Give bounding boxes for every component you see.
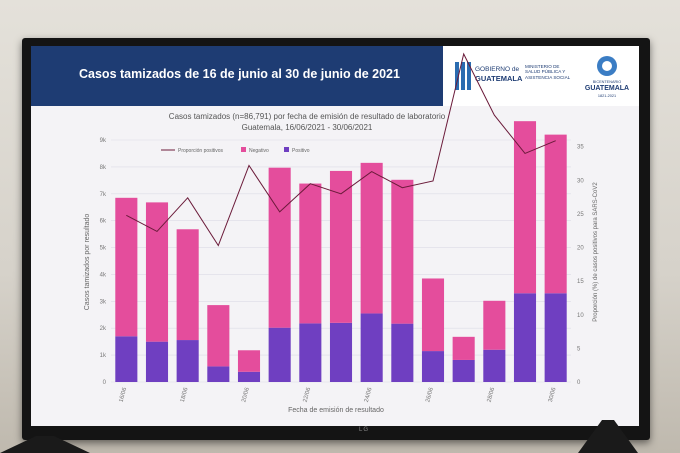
ministry-name: MINISTERIO DE SALUD PÚBLICA Y ASISTENCIA… <box>525 64 571 80</box>
y-axis-title: Casos tamizados por resultado <box>84 214 91 311</box>
bar-negativo <box>421 278 445 352</box>
bar-negativo <box>115 197 138 337</box>
bar-negativo <box>237 350 261 372</box>
x-axis-title: Fecha de emisión de resultado <box>288 407 384 414</box>
bar-positivo <box>237 371 261 382</box>
x-tick-label: 26/06 <box>425 386 435 403</box>
legend-label-negativo: Negativo <box>249 148 269 154</box>
y-tick-label: 5k <box>100 246 107 252</box>
bar-negativo <box>452 336 475 360</box>
y-tick-label: 9k <box>100 138 107 144</box>
bar-negativo <box>268 167 291 328</box>
chart-legend: Proporción positivos Negativo Positivo <box>161 147 310 154</box>
slide-title: Casos tamizados de 16 de junio al 30 de … <box>79 67 400 81</box>
bar-positivo <box>360 313 383 382</box>
bar-positivo <box>513 293 537 382</box>
y2-tick-label: 15 <box>577 279 584 285</box>
bar-positivo <box>207 366 230 382</box>
bicentenario-line3: 1821-2021 <box>597 94 617 98</box>
y-tick-label: 3k <box>100 299 107 305</box>
y2-tick-label: 0 <box>577 380 581 386</box>
x-tick-label: 30/06 <box>548 386 558 403</box>
legend-label-positivo: Positivo <box>292 148 310 154</box>
legend-swatch-negativo <box>241 147 246 152</box>
y2-tick-label: 5 <box>577 346 581 352</box>
y-tick-label: 7k <box>100 192 107 198</box>
bicentenario-logo: BICENTENARIO GUATEMALA 1821-2021 <box>583 56 631 100</box>
bar-positivo <box>268 327 291 382</box>
tv-brand-logo: LG <box>359 427 370 433</box>
bar-negativo <box>329 170 353 323</box>
bar-positivo <box>329 322 353 382</box>
y2-axis-title: Proporción (%) de casos positivos para S… <box>593 182 599 322</box>
bar-positivo <box>391 323 414 382</box>
bar-negativo <box>360 162 383 314</box>
bar-positivo <box>176 340 199 382</box>
chart-title: Casos tamizados (n=86,791) por fecha de … <box>169 112 446 121</box>
bar-negativo <box>207 305 230 367</box>
bar-positivo <box>483 349 506 382</box>
gobierno-line2: GUATEMALA <box>475 74 523 83</box>
bar-positivo <box>115 336 138 382</box>
chart-subtitle: Guatemala, 16/06/2021 - 30/06/2021 <box>242 123 373 132</box>
gobierno-logo: GOBIERNO de GUATEMALA MINISTERIO DE SALU… <box>455 60 571 94</box>
legend-label-proporcion: Proporción positivos <box>178 148 224 154</box>
bar-negativo <box>513 121 537 294</box>
bar-positivo <box>544 293 567 382</box>
bar-negativo <box>391 179 414 324</box>
x-tick-label: 18/06 <box>180 386 190 403</box>
header-title-band: Casos tamizados de 16 de junio al 30 de … <box>31 46 443 106</box>
bicentenario-line2: GUATEMALA <box>584 85 630 92</box>
y-tick-label: 2k <box>100 326 107 332</box>
x-tick-label: 28/06 <box>487 386 497 403</box>
y-tick-label: 4k <box>100 272 107 278</box>
presentation-slide: Casos tamizados de 16 de junio al 30 de … <box>31 46 639 426</box>
bar-positivo <box>299 323 322 382</box>
chart-axes: 0 1k 2k 3k 4k 5k 6k 7k 8k 9k 0 5 10 15 20 25 30 35 16/06 18… <box>100 138 585 403</box>
bicentenario-emblem-icon <box>597 56 617 76</box>
bicentenario-line1: BICENTENARIO <box>592 80 622 84</box>
proportion-series-line <box>126 52 556 247</box>
chart-proportion-line <box>126 52 556 247</box>
bar-positivo <box>145 341 169 382</box>
bar-negativo <box>299 183 322 324</box>
legend-swatch-positivo <box>284 147 289 152</box>
y-tick-label: 8k <box>100 165 107 171</box>
tv-monitor: Casos tamizados de 16 de junio al 30 de … <box>22 38 650 440</box>
y-tick-label: 0 <box>103 380 107 386</box>
bar-positivo <box>421 351 445 382</box>
chart-bars <box>115 121 567 382</box>
y2-tick-label: 25 <box>577 212 584 218</box>
x-tick-label: 20/06 <box>241 386 251 403</box>
bar-negativo <box>483 300 506 350</box>
bar-negativo <box>145 202 169 342</box>
y2-tick-label: 35 <box>577 145 584 151</box>
x-tick-label: 16/06 <box>119 386 129 403</box>
gobierno-line1: GOBIERNO de <box>475 66 520 73</box>
y-tick-label: 6k <box>100 219 107 225</box>
gobierno-emblem-icon <box>455 62 471 90</box>
y2-tick-label: 10 <box>577 313 584 319</box>
bar-positivo <box>452 359 475 382</box>
y2-tick-label: 20 <box>577 246 584 252</box>
y-tick-label: 1k <box>100 353 107 359</box>
bar-negativo <box>176 229 199 341</box>
x-tick-label: 22/06 <box>303 386 313 403</box>
stacked-bar-chart: Casos tamizados (n=86,791) por fecha de … <box>84 52 599 414</box>
slide-header: Casos tamizados de 16 de junio al 30 de … <box>31 46 639 106</box>
y2-tick-label: 30 <box>577 178 584 184</box>
bar-negativo <box>544 134 567 294</box>
x-tick-label: 24/06 <box>364 386 374 403</box>
